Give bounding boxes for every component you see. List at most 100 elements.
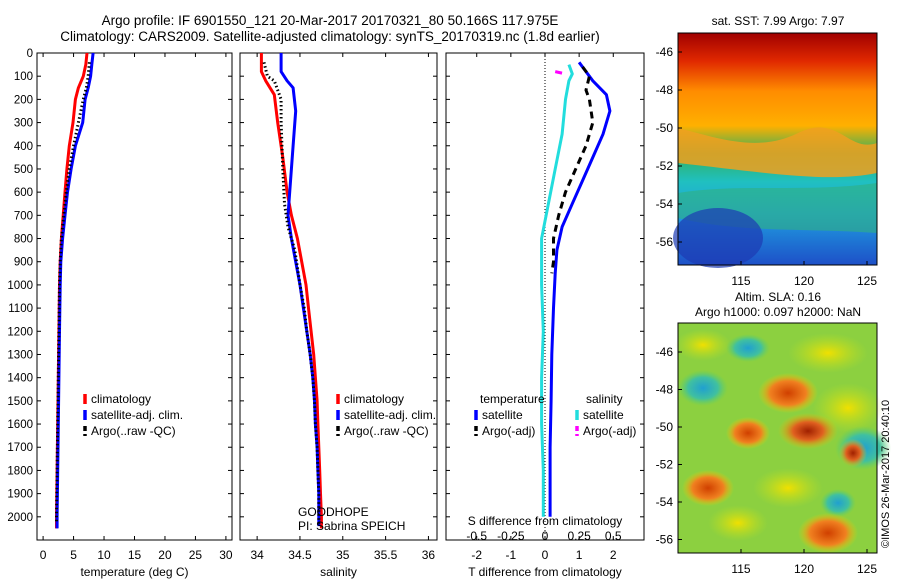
depth-tick-label: 1800 bbox=[7, 465, 33, 477]
difference-xlabel: T difference from climatology bbox=[468, 565, 622, 579]
sla-anomaly-blob bbox=[678, 370, 728, 406]
depth-tick-label: 300 bbox=[14, 118, 33, 130]
salinity-legend-item-label: satellite-adj. clim. bbox=[344, 408, 436, 422]
sla-map-ytick-label: -48 bbox=[656, 383, 674, 397]
depth-tick-label: 1600 bbox=[7, 419, 33, 431]
sst-map-ytick-label: -56 bbox=[656, 235, 674, 249]
sla-anomaly-blob bbox=[708, 505, 768, 541]
sst-map-frame bbox=[677, 32, 878, 266]
salinity-xtick-label: 34.5 bbox=[288, 548, 312, 562]
depth-tick-label: 600 bbox=[14, 187, 33, 199]
sst-cold-patch bbox=[673, 208, 763, 268]
difference-series-line bbox=[548, 61, 612, 517]
legend-temp-argo-label: Argo(-adj) bbox=[482, 424, 535, 438]
depth-tick-label: 1100 bbox=[8, 303, 33, 315]
salinity-diff-tick-label: 0.5 bbox=[605, 529, 622, 543]
sla-map-ytick-label: -46 bbox=[656, 345, 674, 359]
legend-salinity-heading: salinity bbox=[586, 392, 623, 406]
depth-tick-label: 700 bbox=[14, 210, 33, 222]
sla-map-subtitle: Argo h1000: 0.097 h2000: NaN bbox=[695, 305, 861, 319]
legend-temperature-heading: temperature bbox=[480, 392, 545, 406]
depth-tick-label: 1200 bbox=[7, 326, 33, 338]
sla-anomaly-blob bbox=[778, 413, 838, 449]
sst-map: -46 -48 -50 -52 -54 -56 115 120 125 bbox=[656, 32, 878, 288]
temperature-xtick-label: 30 bbox=[219, 548, 233, 562]
salinity-diff-tick-label: -0.5 bbox=[466, 529, 487, 543]
salinity-diff-tick-label: 0.25 bbox=[567, 529, 591, 543]
salinity-xtick-label: 35.5 bbox=[374, 548, 398, 562]
temperature-legend-item-label: climatology bbox=[91, 392, 151, 406]
sla-anomaly-blob bbox=[820, 489, 856, 517]
sla-map-frame bbox=[677, 322, 878, 554]
salinity-series-line bbox=[259, 53, 323, 529]
depth-tick-label: 100 bbox=[14, 71, 33, 83]
temperature-legend-item-label: Argo(..raw -QC) bbox=[91, 424, 176, 438]
sla-anomaly-blob bbox=[839, 439, 867, 467]
salinity-legend-item-label: Argo(..raw -QC) bbox=[344, 424, 429, 438]
difference-xtick-label: -2 bbox=[471, 548, 482, 562]
sla-map-ytick-label: -56 bbox=[656, 533, 674, 547]
difference-series-line bbox=[554, 70, 566, 76]
figure-title-line2: Climatology: CARS2009. Satellite-adjuste… bbox=[60, 29, 600, 44]
difference-xtick-label: 0 bbox=[542, 548, 549, 562]
depth-tick-label: 1900 bbox=[7, 489, 33, 501]
depth-tick-label: 0 bbox=[27, 48, 33, 60]
temperature-xtick-label: 15 bbox=[128, 548, 142, 562]
salinity-xtick-label: 34 bbox=[250, 548, 264, 562]
figure-title-line1: Argo profile: IF 6901550_121 20-Mar-2017… bbox=[101, 13, 559, 28]
salinity-diff-tick-label: -0.25 bbox=[497, 529, 525, 543]
depth-tick-label: 200 bbox=[14, 94, 33, 106]
sla-anomaly-blob bbox=[726, 334, 770, 362]
sla-map-xtick-label: 120 bbox=[794, 562, 814, 576]
sla-map-ytick-label: -54 bbox=[656, 495, 674, 509]
sst-map-ytick-label: -54 bbox=[656, 197, 674, 211]
depth-tick-label: 1500 bbox=[7, 396, 33, 408]
sla-anomaly-blob bbox=[682, 470, 734, 506]
difference-xtick-label: 2 bbox=[610, 548, 617, 562]
depth-tick-label: 800 bbox=[14, 234, 33, 246]
sst-map-ytick-label: -52 bbox=[656, 159, 674, 173]
difference-xtick-label: 1 bbox=[576, 548, 583, 562]
legend-sal-argo-label: Argo(-adj) bbox=[583, 424, 636, 438]
salinity-diff-label: S difference from climatology bbox=[468, 514, 623, 528]
salinity-xlabel: salinity bbox=[320, 565, 357, 579]
depth-tick-label: 1000 bbox=[7, 280, 33, 292]
depth-tick-label: 1700 bbox=[7, 442, 33, 454]
sst-map-xtick-label: 120 bbox=[794, 274, 814, 288]
difference-series-line bbox=[550, 66, 595, 274]
sla-anomaly-blob bbox=[726, 417, 770, 449]
temperature-xlabel: temperature (deg C) bbox=[80, 565, 188, 579]
sla-anomaly-blob bbox=[798, 513, 858, 553]
temperature-axes-frame bbox=[36, 52, 233, 541]
sst-front-patch bbox=[678, 127, 877, 178]
salinity-xtick-label: 36 bbox=[422, 548, 436, 562]
sst-map-ytick-label: -46 bbox=[656, 45, 674, 59]
sla-map-ytick-label: -52 bbox=[656, 458, 674, 472]
sla-map: -46 -48 -50 -52 -54 -56 115 120 125 bbox=[656, 322, 891, 576]
salinity-diff-tick-label: 0 bbox=[542, 529, 549, 543]
legend-temp-satellite-label: satellite bbox=[482, 408, 523, 422]
salinity-legend-item-label: climatology bbox=[344, 392, 404, 406]
salinity-series-line bbox=[262, 61, 321, 524]
temperature-xtick-label: 0 bbox=[40, 548, 47, 562]
temperature-xtick-label: 10 bbox=[97, 548, 111, 562]
depth-tick-label: 1300 bbox=[7, 349, 33, 361]
temperature-xtick-label: 25 bbox=[189, 548, 203, 562]
sla-anomaly-blob bbox=[758, 373, 818, 413]
depth-tick-label: 500 bbox=[14, 164, 33, 176]
temperature-xtick-label: 5 bbox=[70, 548, 77, 562]
sst-map-title: sat. SST: 7.99 Argo: 7.97 bbox=[712, 14, 845, 28]
temperature-xtick-label: 20 bbox=[158, 548, 172, 562]
sst-map-ytick-label: -50 bbox=[656, 121, 674, 135]
difference-xtick-label: -1 bbox=[506, 548, 517, 562]
difference-series-line bbox=[540, 64, 574, 517]
depth-tick-label: 900 bbox=[14, 257, 33, 269]
depth-tick-label: 1400 bbox=[7, 373, 33, 385]
sla-map-xtick-label: 125 bbox=[857, 562, 877, 576]
salinity-axes-frame bbox=[239, 52, 438, 541]
sst-map-ytick-label: -48 bbox=[656, 83, 674, 97]
pi-name-label: PI: Sabrina SPEICH bbox=[298, 519, 405, 533]
sla-map-xtick-label: 115 bbox=[731, 562, 750, 576]
sla-anomaly-blob bbox=[753, 468, 823, 508]
